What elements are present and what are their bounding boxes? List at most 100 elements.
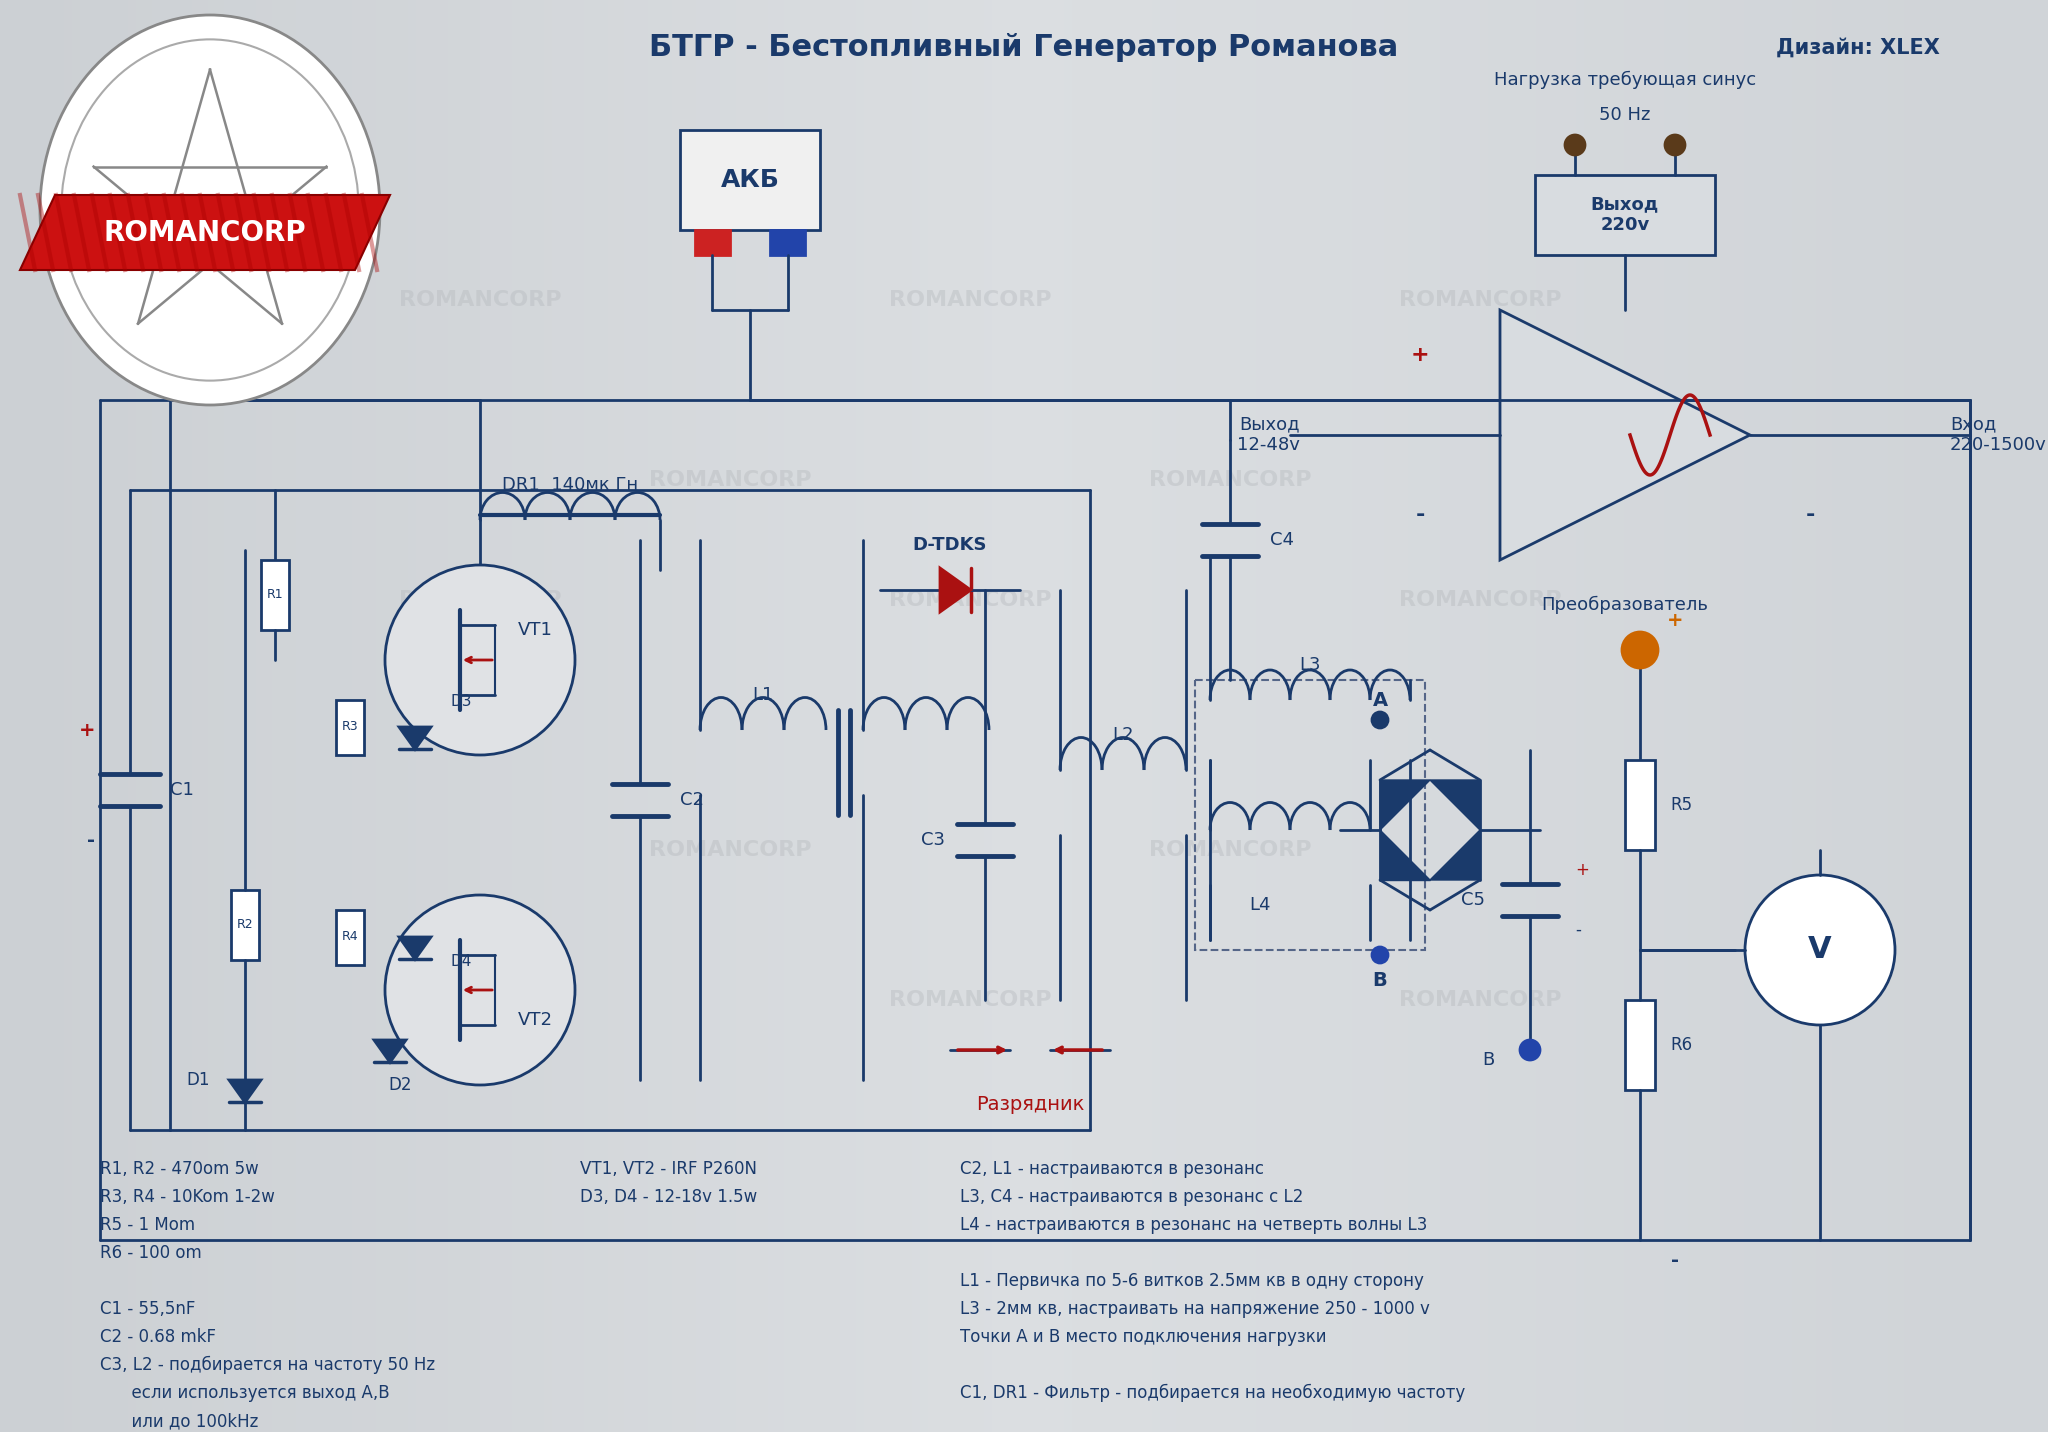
Text: Разрядник: Разрядник (975, 1095, 1083, 1114)
Text: VT1, VT2 - IRF P260N: VT1, VT2 - IRF P260N (580, 1160, 758, 1179)
Bar (231, 891, 258, 959)
Text: ROMANCORP: ROMANCORP (1399, 291, 1561, 309)
Bar (770, 231, 805, 255)
Text: VT1: VT1 (518, 621, 553, 639)
Text: R2: R2 (238, 918, 254, 931)
Polygon shape (229, 1080, 260, 1103)
Text: АКБ: АКБ (721, 168, 780, 192)
Text: R5: R5 (1669, 796, 1692, 813)
Text: D-TDKS: D-TDKS (913, 536, 987, 554)
Text: -: - (86, 831, 94, 849)
Text: ROMANCORP: ROMANCORP (889, 291, 1051, 309)
Bar (694, 231, 729, 255)
Text: +: + (1411, 345, 1430, 365)
Bar (1536, 175, 1714, 255)
Text: D1: D1 (186, 1071, 211, 1088)
Text: VT2: VT2 (518, 1011, 553, 1030)
Text: ROMANCORP: ROMANCORP (104, 219, 307, 246)
Text: ROMANCORP: ROMANCORP (1149, 470, 1311, 490)
Circle shape (1372, 712, 1389, 727)
Ellipse shape (41, 14, 381, 405)
Bar (1624, 760, 1655, 851)
Text: C1: C1 (170, 780, 195, 799)
Text: C1 - 55,5nF: C1 - 55,5nF (100, 1300, 195, 1317)
Text: 50 Hz: 50 Hz (1599, 106, 1651, 125)
Text: БТГР - Бестопливный Генератор Романова: БТГР - Бестопливный Генератор Романова (649, 33, 1399, 63)
Text: -: - (1806, 505, 1815, 526)
Text: L4 - настраиваются в резонанс на четверть волны L3: L4 - настраиваются в резонанс на четверт… (961, 1216, 1427, 1234)
Text: R1: R1 (266, 589, 283, 601)
Text: если используется выход А,В: если используется выход А,В (100, 1383, 389, 1402)
Text: ROMANCORP: ROMANCORP (649, 841, 811, 861)
Circle shape (385, 895, 575, 1085)
Text: C4: C4 (1270, 531, 1294, 548)
Polygon shape (20, 195, 389, 271)
Text: L1: L1 (752, 686, 774, 705)
Polygon shape (375, 1040, 406, 1063)
Text: или до 100kHz: или до 100kHz (100, 1412, 258, 1431)
Circle shape (1745, 875, 1894, 1025)
Text: ROMANCORP: ROMANCORP (1399, 590, 1561, 610)
Text: ROMANCORP: ROMANCORP (399, 291, 561, 309)
Circle shape (385, 566, 575, 755)
Text: D4: D4 (451, 955, 471, 969)
Text: -: - (1415, 505, 1425, 526)
Bar (1624, 1000, 1655, 1090)
Text: +: + (1667, 610, 1683, 630)
Text: А: А (1372, 690, 1389, 709)
Bar (680, 130, 819, 231)
Text: ROMANCORP: ROMANCORP (1399, 990, 1561, 1010)
Bar (336, 700, 365, 755)
Polygon shape (1430, 780, 1481, 831)
Text: L1 - Первичка по 5-6 витков 2.5мм кв в одну сторону: L1 - Первичка по 5-6 витков 2.5мм кв в о… (961, 1272, 1423, 1290)
Text: В: В (1372, 971, 1386, 990)
Circle shape (1622, 632, 1659, 667)
Text: L3 - 2мм кв, настраивать на напряжение 250 - 1000 v: L3 - 2мм кв, настраивать на напряжение 2… (961, 1300, 1430, 1317)
Text: Вход
220-1500v: Вход 220-1500v (1950, 415, 2046, 454)
Text: C2, L1 - настраиваются в резонанс: C2, L1 - настраиваются в резонанс (961, 1160, 1264, 1179)
Text: L2: L2 (1112, 726, 1135, 745)
Text: R3: R3 (342, 720, 358, 733)
Polygon shape (940, 569, 971, 611)
Text: ROMANCORP: ROMANCORP (399, 590, 561, 610)
Text: ROMANCORP: ROMANCORP (399, 990, 561, 1010)
Circle shape (1372, 947, 1389, 962)
Polygon shape (399, 937, 430, 959)
Text: Преобразователь: Преобразователь (1542, 596, 1708, 614)
Text: D3, D4 - 12-18v 1.5w: D3, D4 - 12-18v 1.5w (580, 1189, 758, 1206)
Text: D3: D3 (451, 695, 471, 709)
Polygon shape (1380, 780, 1430, 831)
Text: +: + (78, 720, 94, 739)
Text: C3, L2 - подбирается на частоту 50 Hz: C3, L2 - подбирается на частоту 50 Hz (100, 1356, 434, 1375)
Text: Нагрузка требующая синус: Нагрузка требующая синус (1493, 70, 1755, 89)
Text: R5 - 1 Mom: R5 - 1 Mom (100, 1216, 195, 1234)
Text: ROMANCORP: ROMANCORP (889, 590, 1051, 610)
Text: R4: R4 (342, 931, 358, 944)
Circle shape (1520, 1040, 1540, 1060)
Text: V: V (1808, 935, 1831, 965)
Text: R6 - 100 om: R6 - 100 om (100, 1244, 203, 1262)
Text: L3, C4 - настраиваются в резонанс с L2: L3, C4 - настраиваются в резонанс с L2 (961, 1189, 1303, 1206)
Text: ROMANCORP: ROMANCORP (1149, 841, 1311, 861)
Text: DR1  140мк Гн: DR1 140мк Гн (502, 475, 639, 494)
Text: R3, R4 - 10Kom 1-2w: R3, R4 - 10Kom 1-2w (100, 1189, 274, 1206)
Text: +: + (1575, 861, 1589, 879)
Text: D2: D2 (389, 1075, 412, 1094)
Text: C1, DR1 - Фильтр - подбирается на необходимую частоту: C1, DR1 - Фильтр - подбирается на необхо… (961, 1383, 1464, 1402)
Polygon shape (1499, 309, 1749, 560)
Text: Выход
220v: Выход 220v (1591, 196, 1659, 235)
Text: В: В (1483, 1051, 1495, 1070)
Text: L4: L4 (1249, 896, 1270, 914)
Circle shape (1665, 135, 1686, 155)
Polygon shape (1430, 831, 1481, 881)
Text: Дизайн: XLEX: Дизайн: XLEX (1776, 39, 1939, 59)
Text: ROMANCORP: ROMANCORP (889, 990, 1051, 1010)
Bar (336, 909, 365, 965)
Polygon shape (1380, 831, 1430, 881)
Text: ROMANCORP: ROMANCORP (649, 470, 811, 490)
Text: -: - (1575, 921, 1581, 939)
Text: C5: C5 (1460, 891, 1485, 909)
Polygon shape (399, 727, 430, 749)
Text: Выход
12-48v: Выход 12-48v (1237, 415, 1300, 454)
Text: C2: C2 (680, 790, 705, 809)
